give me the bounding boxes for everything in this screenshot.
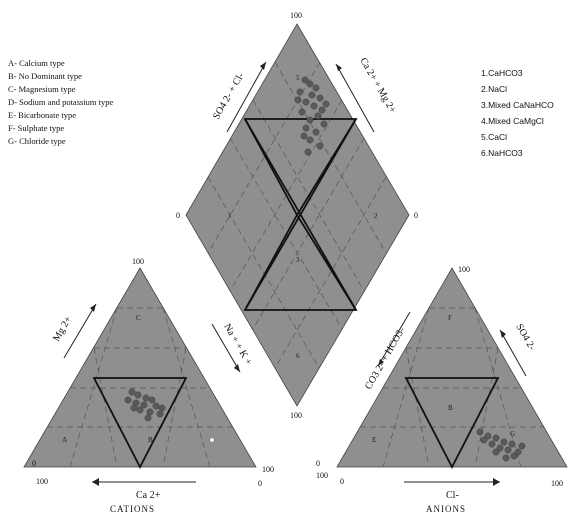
diamond-ne-label: Ca 2+ + Mg 2+ [357, 56, 398, 115]
cations-left-arrow [63, 303, 97, 359]
diamond-right-0: 0 [414, 211, 418, 220]
diamond-bold-triangles [243, 118, 358, 311]
legend-type-e: E- Bicarbonate type [8, 110, 76, 120]
cations-grid [47, 307, 233, 468]
cations-bold-triangle [92, 377, 188, 469]
cations-right-label: Na + + K + [221, 322, 254, 367]
cations-right-arrow [211, 323, 241, 373]
cations-zone-b: B [148, 436, 153, 444]
anions-zone-e: E [372, 436, 376, 444]
diamond-bottom-100: 100 [290, 411, 302, 420]
cations-samples [124, 388, 166, 422]
diamond-zone-3: 3 [296, 256, 300, 264]
cations-br-100: 100 [262, 465, 274, 474]
cations-title: CATIONS [110, 504, 155, 514]
diamond-left-0: 0 [176, 211, 180, 220]
legend-type-a: A- Calcium type [8, 58, 65, 68]
diamond-zone-1: 1 [228, 212, 232, 220]
legend-water-6: 6.NaHCO3 [481, 148, 523, 158]
legend-water-3: 3.Mixed CaNaHCO [481, 100, 554, 110]
diamond-ne-arrow [335, 63, 375, 133]
diamond-top-100: 100 [290, 11, 302, 20]
cations-outlier [209, 437, 215, 443]
anions-zone-g: G [510, 430, 515, 438]
anions-br-100: 100 [551, 479, 563, 488]
cations-triangle: C A B 100 0 100 100 0 Mg 2+ Na + + K + C… [23, 257, 274, 514]
cations-bottom-label: Ca 2+ [136, 490, 161, 501]
cations-zone-c: C [136, 314, 141, 322]
diamond-samples [294, 76, 330, 156]
anions-left-arrow [377, 311, 411, 367]
legend-type-d: D- Sodium and potassium type [8, 97, 114, 107]
anions-bottom-arrow [404, 478, 500, 486]
anions-bold-triangle [404, 377, 500, 469]
cations-shape [23, 267, 257, 468]
diamond-zone-6: 6 [296, 352, 300, 360]
cations-left-label: Mg 2+ [51, 314, 74, 343]
anions-title: ANIONS [426, 504, 466, 514]
cations-zone-a: A [62, 436, 67, 444]
diamond-nw-label: SO4 2- + Cl- [211, 71, 247, 122]
anions-apex-100: 100 [458, 265, 470, 274]
anions-br-0: 0 [340, 477, 344, 486]
cations-bottom-arrow [92, 478, 196, 486]
cations-bl-0: 0 [32, 459, 36, 468]
diamond-zone-5: 5 [296, 74, 300, 82]
cations-bl-100: 100 [36, 477, 48, 486]
anions-right-label: SO4 2- [513, 322, 537, 352]
legend-types: A- Calcium type B- No Dominant type C- M… [8, 58, 114, 146]
anions-bottom-label: Cl- [446, 490, 459, 501]
legend-type-g: G- Chloride type [8, 136, 66, 146]
cations-apex-100: 100 [132, 257, 144, 266]
cations-br-0: 0 [258, 479, 262, 488]
anions-bl-100: 100 [316, 471, 328, 480]
anions-samples [476, 428, 526, 462]
diamond-nw-arrow [226, 61, 267, 133]
anions-zone-b: B [448, 404, 453, 412]
legend-water-2: 2.NaCl [481, 84, 507, 94]
legend-water-1: 1.CaHCO3 [481, 68, 523, 78]
anions-bl-0: 0 [316, 459, 320, 468]
legend-water-5: 5.CaCl [481, 132, 507, 142]
anions-right-arrow [499, 329, 527, 377]
anions-zone-f: F [448, 314, 452, 322]
diamond-zone-2: 2 [374, 212, 378, 220]
legend-water: 1.CaHCO3 2.NaCl 3.Mixed CaNaHCO 4.Mixed … [481, 68, 554, 158]
legend-water-4: 4.Mixed CaMgCl [481, 116, 544, 126]
legend-type-b: B- No Dominant type [8, 71, 82, 81]
legend-type-c: C- Magnesium type [8, 84, 76, 94]
legend-type-f: F- Sulphate type [8, 123, 64, 133]
anions-grid [360, 307, 544, 468]
